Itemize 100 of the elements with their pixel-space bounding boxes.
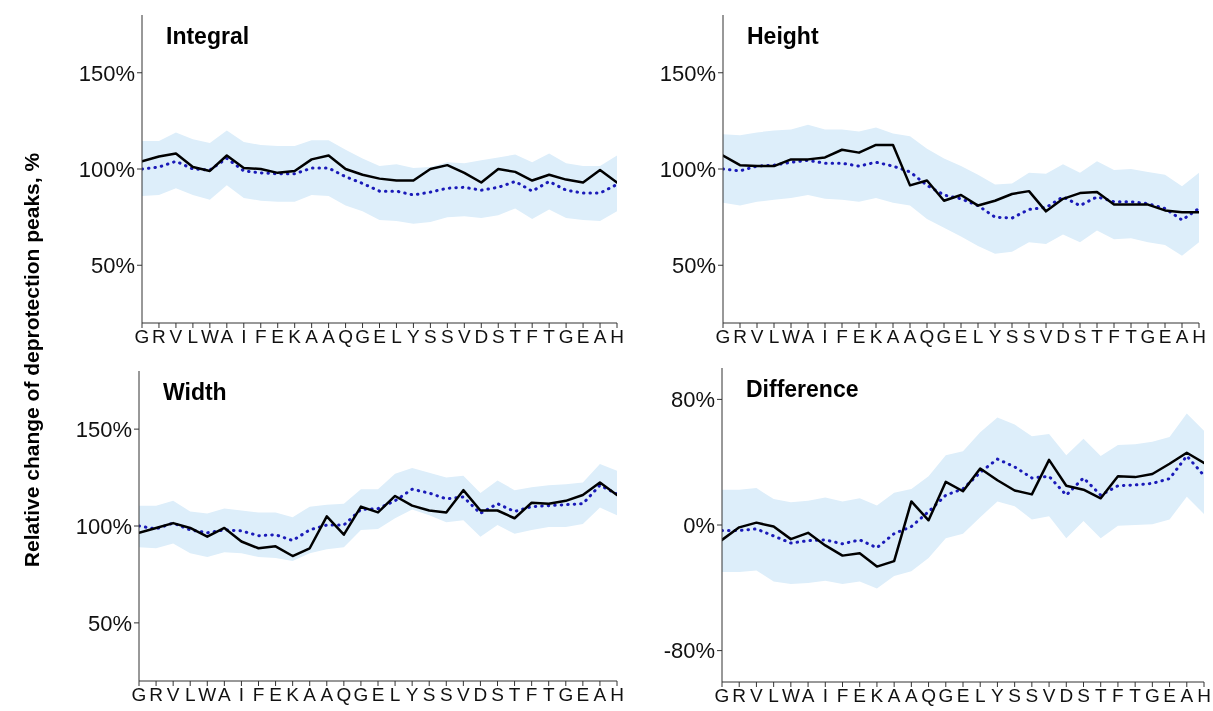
x-tick-label: S [1022, 326, 1036, 348]
x-tick-label: I [822, 326, 828, 348]
x-tick-label: F [1112, 685, 1124, 707]
x-tick-label: A [305, 326, 319, 348]
x-tick-label: A [887, 685, 901, 707]
x-tick-label: T [1091, 326, 1104, 348]
x-tick-label: H [610, 684, 624, 706]
x-tick-label: H [610, 326, 624, 348]
x-tick-label: A [593, 326, 607, 348]
x-tick-label: R [152, 326, 166, 348]
x-tick-label: Y [405, 684, 419, 706]
x-tick-label: Q [921, 685, 936, 707]
x-tick-label: S [1008, 685, 1021, 707]
x-tick-label: S [491, 326, 505, 348]
x-tick-label: Y [991, 685, 1005, 707]
x-tick-label: A [905, 685, 919, 707]
x-tick-label: E [371, 684, 385, 706]
x-tick-label: E [1163, 685, 1176, 707]
x-tick-label: E [853, 685, 867, 707]
x-tick-label: L [184, 684, 196, 706]
line-series [723, 143, 1199, 214]
y-axis-title: Relative change of deprotection peaks, % [20, 151, 44, 570]
x-tick-label: H [1192, 326, 1206, 348]
y-tick-label: 150% [78, 60, 135, 86]
x-tick-label: V [750, 685, 764, 707]
x-tick-label: V [750, 326, 764, 348]
x-tick-label: K [286, 684, 300, 706]
y-tick-label: 150% [659, 60, 716, 86]
line-series [142, 152, 617, 184]
x-tick-label: L [974, 685, 986, 707]
x-tick-label: G [1144, 685, 1160, 707]
x-tick-label: A [218, 684, 232, 706]
line-series [722, 454, 1204, 550]
x-tick-label: A [801, 326, 815, 348]
y-tick-label: 100% [78, 156, 135, 182]
x-tick-label: L [768, 326, 780, 348]
x-tick-label: E [956, 685, 970, 707]
x-tick-label: A [1175, 326, 1189, 348]
x-tick-label: T [509, 326, 522, 348]
x-tick-label: V [166, 684, 180, 706]
x-tick-label: G [558, 326, 574, 348]
x-tick-label: V [457, 326, 471, 348]
x-tick-label: G [353, 684, 369, 706]
x-tick-label: R [733, 326, 747, 348]
x-tick-label: R [732, 685, 747, 707]
x-tick-label: T [1125, 326, 1138, 348]
x-tick-label: D [474, 326, 489, 348]
chart-title: Integral [166, 23, 250, 50]
x-tick-label: L [768, 685, 779, 707]
x-tick-label: E [576, 684, 590, 706]
x-tick-label: Y [407, 326, 421, 348]
x-tick-label: G [134, 326, 150, 348]
y-tick-label: 50% [90, 253, 135, 279]
x-tick-label: W [198, 684, 217, 706]
x-tick-label: G [938, 685, 954, 707]
chart-title: Height [747, 23, 819, 50]
x-tick-label: T [508, 684, 521, 706]
line-series [722, 451, 1204, 568]
x-tick-label: E [373, 326, 386, 348]
x-tick-label: E [954, 326, 968, 348]
x-tick-label: D [1059, 685, 1074, 707]
y-tick-label: 100% [75, 513, 132, 539]
x-tick-label: A [303, 684, 317, 706]
x-tick-label: D [473, 684, 488, 706]
x-tick-label: A [220, 326, 234, 348]
y-tick-label: -80% [663, 638, 715, 664]
x-tick-label: V [457, 684, 471, 706]
x-tick-label: A [322, 326, 336, 348]
x-tick-label: S [424, 326, 437, 348]
x-tick-label: G [131, 684, 147, 706]
x-tick-label: V [169, 326, 183, 348]
x-tick-label: S [1005, 326, 1019, 348]
x-tick-label: K [869, 326, 883, 348]
x-tick-label: T [543, 326, 556, 348]
x-tick-label: E [852, 326, 866, 348]
x-tick-label: T [1094, 685, 1107, 707]
x-tick-label: G [936, 326, 952, 348]
x-tick-label: E [271, 326, 285, 348]
x-tick-label: S [1073, 326, 1087, 348]
line-series [142, 156, 617, 197]
y-tick-label: 80% [670, 387, 715, 413]
x-tick-label: A [801, 685, 815, 707]
line-series [139, 481, 617, 558]
x-tick-label: L [972, 326, 984, 348]
x-tick-label: A [1180, 685, 1194, 707]
x-tick-label: S [1025, 685, 1039, 707]
x-tick-label: W [782, 326, 801, 348]
x-tick-label: W [200, 326, 219, 348]
x-tick-label: I [241, 326, 247, 348]
x-tick-label: F [525, 684, 538, 706]
x-tick-label: K [870, 685, 884, 707]
x-tick-label: Q [338, 326, 353, 348]
x-tick-label: S [491, 684, 504, 706]
x-tick-label: F [836, 326, 848, 348]
y-tick-label: 150% [75, 416, 132, 442]
chart-title: Difference [746, 376, 859, 403]
x-tick-label: I [238, 684, 245, 706]
x-tick-label: A [320, 684, 334, 706]
x-tick-label: E [1158, 326, 1172, 348]
x-tick-label: F [254, 326, 267, 348]
